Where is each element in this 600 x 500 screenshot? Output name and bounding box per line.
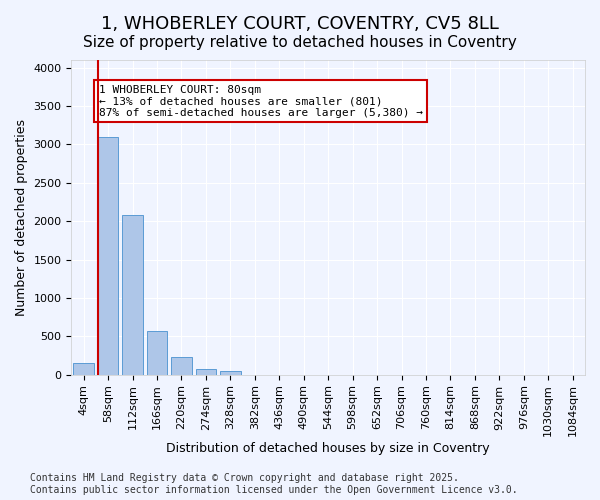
Bar [196, 368, 217, 374]
Text: 1 WHOBERLEY COURT: 80sqm
← 13% of detached houses are smaller (801)
87% of semi-: 1 WHOBERLEY COURT: 80sqm ← 13% of detach… [99, 84, 423, 118]
Bar [122, 215, 143, 374]
Bar [171, 357, 192, 374]
Bar [220, 371, 241, 374]
Bar [146, 331, 167, 374]
Text: Size of property relative to detached houses in Coventry: Size of property relative to detached ho… [83, 35, 517, 50]
X-axis label: Distribution of detached houses by size in Coventry: Distribution of detached houses by size … [166, 442, 490, 455]
Y-axis label: Number of detached properties: Number of detached properties [15, 119, 28, 316]
Bar [73, 363, 94, 374]
Text: 1, WHOBERLEY COURT, COVENTRY, CV5 8LL: 1, WHOBERLEY COURT, COVENTRY, CV5 8LL [101, 15, 499, 33]
Bar [98, 137, 118, 374]
Text: Contains HM Land Registry data © Crown copyright and database right 2025.
Contai: Contains HM Land Registry data © Crown c… [30, 474, 518, 495]
